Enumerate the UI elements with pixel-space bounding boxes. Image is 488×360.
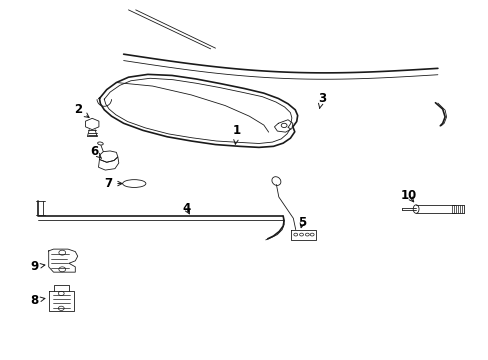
Text: 10: 10	[400, 189, 416, 202]
Text: 3: 3	[317, 92, 325, 108]
Text: 4: 4	[182, 202, 190, 215]
Text: 7: 7	[104, 177, 122, 190]
Text: 6: 6	[90, 145, 102, 158]
Text: 1: 1	[233, 124, 241, 144]
Text: 9: 9	[30, 260, 45, 273]
Text: 8: 8	[30, 294, 45, 307]
Text: 2: 2	[74, 103, 89, 117]
Text: 5: 5	[298, 216, 306, 229]
